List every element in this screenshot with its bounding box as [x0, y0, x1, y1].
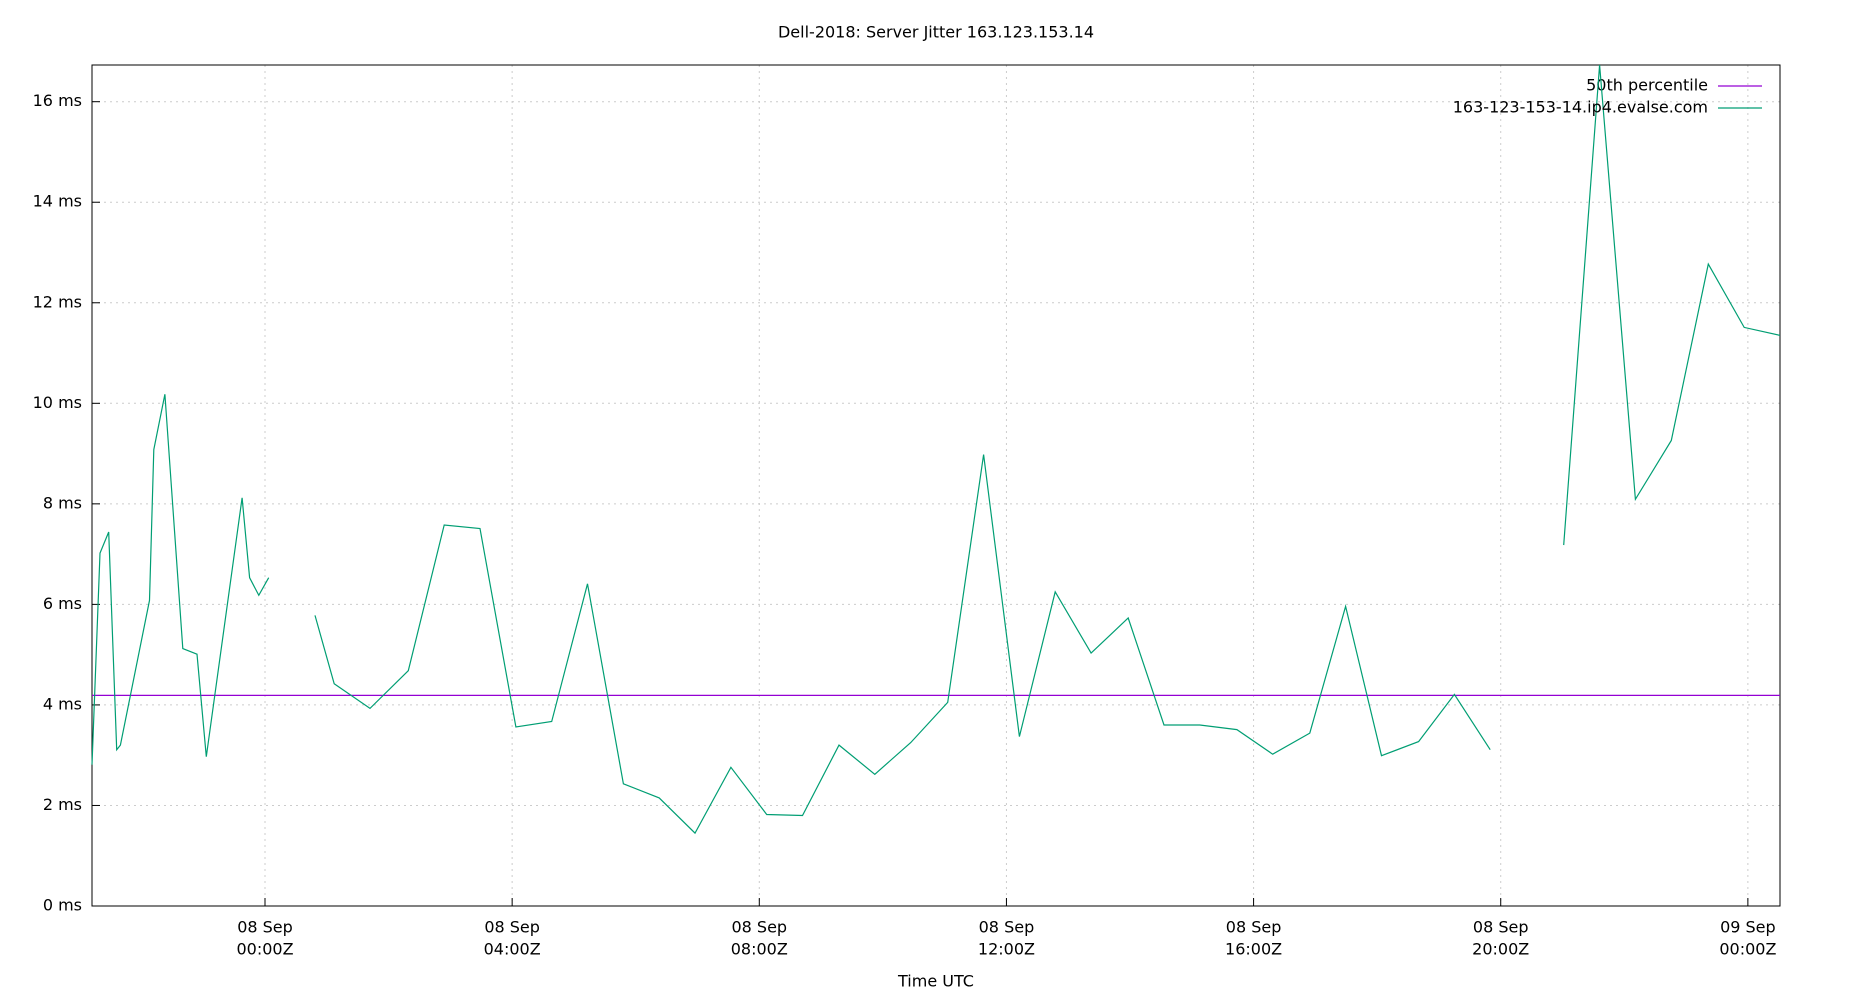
x-tick-label: 08 Sep — [1226, 918, 1282, 937]
y-tick-label: 16 ms — [33, 91, 82, 110]
x-tick-label: 12:00Z — [978, 940, 1035, 959]
plot-frame — [91, 64, 1781, 907]
y-tick-label: 0 ms — [43, 896, 82, 915]
x-tick-label: 00:00Z — [1719, 940, 1776, 959]
x-tick-label: 20:00Z — [1472, 940, 1529, 959]
x-tick-label: 16:00Z — [1225, 940, 1282, 959]
x-tick-label: 08 Sep — [237, 918, 293, 937]
x-tick-label: 08 Sep — [484, 918, 540, 937]
x-tick-label: 09 Sep — [1720, 918, 1776, 937]
legend-label: 50th percentile — [1586, 76, 1708, 95]
y-tick-label: 4 ms — [43, 694, 82, 713]
x-tick-label: 08 Sep — [731, 918, 787, 937]
y-tick-label: 14 ms — [33, 192, 82, 211]
x-tick-label: 04:00Z — [484, 940, 541, 959]
chart-title: Dell-2018: Server Jitter 163.123.153.14 — [778, 23, 1094, 42]
y-tick-label: 12 ms — [33, 292, 82, 311]
x-tick-label: 00:00Z — [236, 940, 293, 959]
x-tick-label: 08:00Z — [731, 940, 788, 959]
y-tick-label: 8 ms — [43, 493, 82, 512]
y-tick-label: 2 ms — [43, 795, 82, 814]
series-line — [91, 64, 1781, 835]
x-tick-label: 08 Sep — [1473, 918, 1529, 937]
legend-label: 163-123-153-14.ip4.evalse.com — [1453, 98, 1708, 117]
x-axis-label: Time UTC — [897, 972, 974, 991]
y-tick-label: 6 ms — [43, 594, 82, 613]
y-tick-label: 10 ms — [33, 393, 82, 412]
x-tick-label: 08 Sep — [979, 918, 1035, 937]
